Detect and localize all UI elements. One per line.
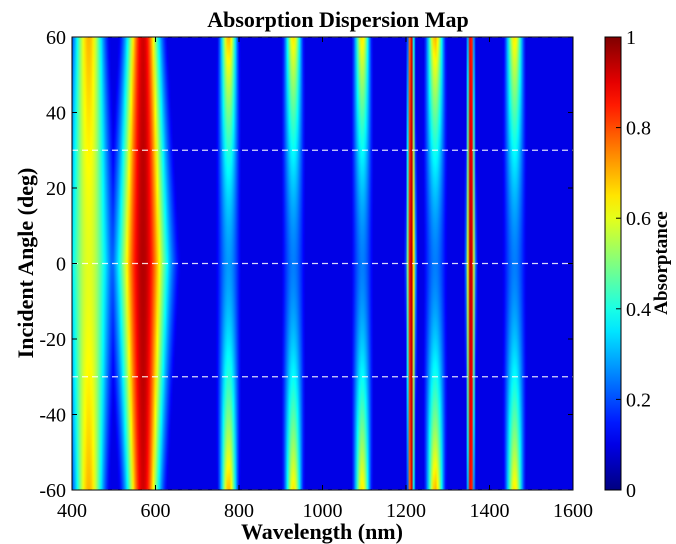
y-axis-ticks: 60 40 20 0 -20 -40 -60 [39,27,573,502]
x-axis-ticks: 400 600 800 1000 1200 1400 1600 [57,37,593,522]
x-tick-label: 1600 [553,500,593,522]
x-tick-label: 1000 [303,500,343,522]
colorbar-tick-label: 0 [626,480,636,502]
colorbar-tick-label: 0.6 [626,208,651,230]
y-tick-label: -40 [39,405,66,427]
x-tick-label: 1200 [386,500,426,522]
colorbar-tick-label: 0.4 [626,299,651,321]
colorbar-tick-label: 0.2 [626,389,651,411]
x-axis-label: Wavelength (nm) [241,519,403,544]
x-tick-label: 800 [224,500,254,522]
y-tick-label: 0 [56,254,66,276]
colorbar: 1 0.8 0.6 0.4 0.2 0 Absorptance [604,27,672,502]
chart-title: Absorption Dispersion Map [207,7,469,32]
y-tick-label: -20 [39,329,66,351]
colorbar-ticks: 1 0.8 0.6 0.4 0.2 0 [616,27,651,502]
y-tick-label: 60 [46,27,66,49]
y-axis-label: Incident Angle (deg) [13,168,38,359]
x-tick-label: 400 [57,500,87,522]
x-tick-label: 1400 [470,500,510,522]
y-tick-label: 20 [46,178,66,200]
y-tick-label: -60 [39,480,66,502]
colorbar-tick-label: 1 [626,27,636,49]
colorbar-label: Absorptance [651,211,672,314]
y-tick-label: 40 [46,103,66,125]
colorbar-gradient [605,37,621,490]
colorbar-frame [604,36,622,491]
colorbar-tick-label: 0.8 [626,118,651,140]
x-tick-label: 600 [141,500,171,522]
